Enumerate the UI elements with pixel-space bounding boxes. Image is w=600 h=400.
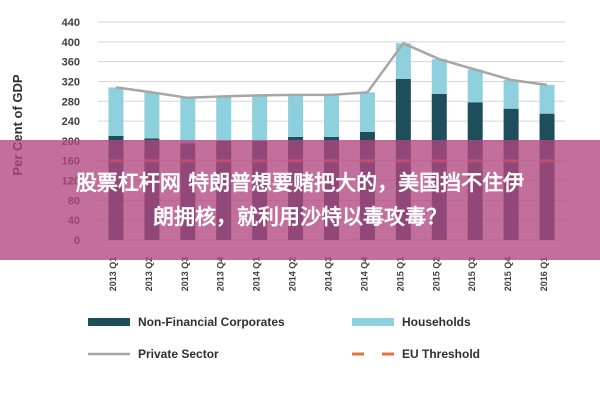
bar-households — [288, 94, 304, 137]
legend: Non-Financial Corporates Households Privat… — [88, 315, 480, 361]
y-tick-label: 240 — [62, 116, 80, 128]
bar-households — [324, 94, 339, 137]
bar-households — [395, 43, 411, 79]
x-axis-ticks: 2013 Q1 2013 Q2 2013 Q3 2013 Q4 2014 Q1 2014 … — [108, 257, 549, 292]
x-tick-label: 2013 Q2 — [144, 257, 154, 292]
legend-label: Non-Financial Corporates — [138, 315, 285, 329]
bar-households — [108, 87, 124, 136]
bar-households — [503, 79, 519, 109]
bar-households — [180, 97, 196, 144]
overlay-headline[interactable]: 股票杠杆网 特朗普想要赌把大的，美国挡不住伊 朗拥核，就利用沙特以毒攻毒？ — [10, 166, 590, 234]
x-tick-label: 2014 Q1 — [252, 257, 262, 292]
x-tick-label: 2015 Q3 — [467, 257, 477, 292]
x-tick-label: 2015 Q2 — [431, 257, 441, 292]
x-tick-label: 2013 Q3 — [180, 257, 190, 292]
x-tick-label: 2014 Q4 — [359, 257, 369, 292]
private-sector-line — [115, 41, 548, 100]
x-tick-label: 2015 Q1 — [395, 257, 405, 292]
bar-households — [216, 96, 232, 141]
legend-swatch — [352, 318, 394, 326]
bar-households — [252, 95, 268, 141]
overlay-line-2: 朗拥核，就利用沙特以毒攻毒？ — [153, 205, 447, 229]
bar-households — [431, 59, 447, 94]
y-tick-label: 320 — [62, 76, 80, 88]
bar-households — [539, 84, 555, 114]
x-tick-label: 2014 Q3 — [324, 257, 334, 292]
x-tick-label: 2016 Q1 — [539, 257, 549, 292]
y-tick-label: 280 — [62, 96, 80, 108]
bar-households — [144, 92, 160, 139]
x-tick-label: 2013 Q4 — [216, 257, 226, 292]
legend-swatch — [88, 318, 130, 326]
legend-label: Private Sector — [138, 347, 219, 361]
overlay-banner[interactable]: 股票杠杆网 特朗普想要赌把大的，美国挡不住伊 朗拥核，就利用沙特以毒攻毒？ — [0, 140, 600, 260]
x-tick-label: 2013 Q1 — [108, 257, 118, 292]
bar-households — [359, 92, 375, 132]
private-sector-polyline — [115, 41, 548, 100]
bar-households — [467, 69, 483, 103]
y-tick-label: 400 — [62, 37, 80, 49]
legend-label: EU Threshold — [402, 347, 480, 361]
x-tick-label: 2015 Q4 — [503, 257, 513, 292]
overlay-line-1: 股票杠杆网 特朗普想要赌把大的，美国挡不住伊 — [75, 171, 525, 195]
legend-label: Households — [402, 315, 471, 329]
y-tick-label: 360 — [62, 57, 80, 69]
x-tick-label: 2014 Q2 — [288, 257, 298, 292]
y-tick-label: 440 — [62, 17, 80, 29]
